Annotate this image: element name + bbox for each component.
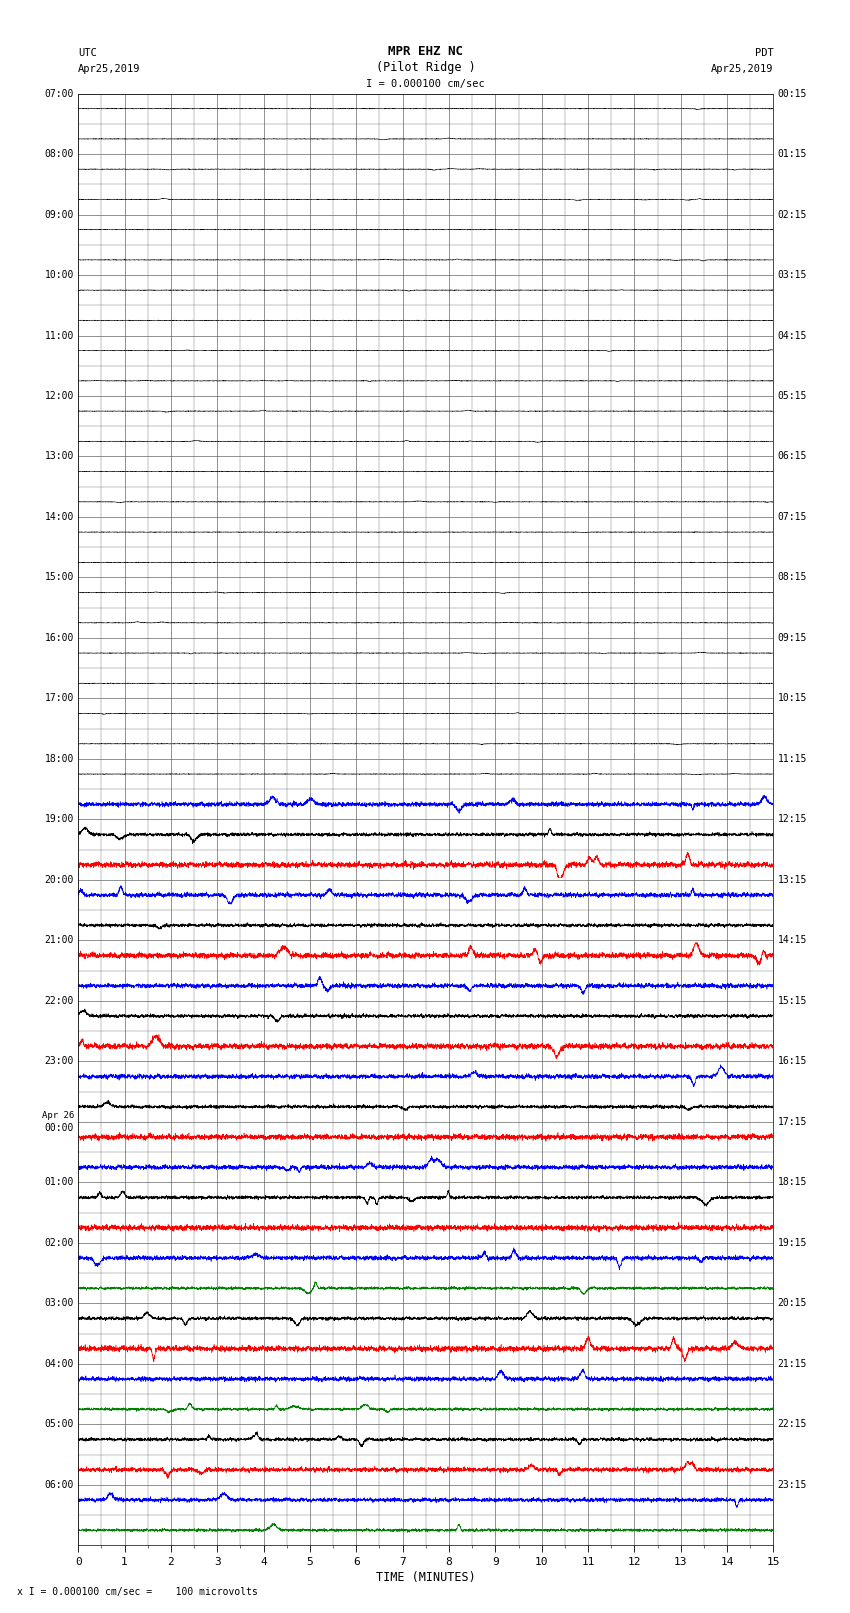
Text: 20:00: 20:00 — [45, 874, 74, 886]
Text: 08:15: 08:15 — [778, 573, 807, 582]
Text: 15:15: 15:15 — [778, 995, 807, 1007]
Text: MPR EHZ NC: MPR EHZ NC — [388, 45, 463, 58]
Text: 19:15: 19:15 — [778, 1237, 807, 1248]
Text: 08:00: 08:00 — [45, 148, 74, 160]
Text: 04:00: 04:00 — [45, 1358, 74, 1369]
Text: 13:15: 13:15 — [778, 874, 807, 886]
Text: 15:00: 15:00 — [45, 573, 74, 582]
Text: Apr25,2019: Apr25,2019 — [711, 65, 774, 74]
Text: 10:15: 10:15 — [778, 694, 807, 703]
Text: 20:15: 20:15 — [778, 1298, 807, 1308]
Text: 05:15: 05:15 — [778, 390, 807, 402]
Text: 21:00: 21:00 — [45, 936, 74, 945]
Text: 19:00: 19:00 — [45, 815, 74, 824]
Text: 04:15: 04:15 — [778, 331, 807, 340]
Text: 22:00: 22:00 — [45, 995, 74, 1007]
Text: 10:00: 10:00 — [45, 269, 74, 281]
Text: 11:00: 11:00 — [45, 331, 74, 340]
Text: (Pilot Ridge ): (Pilot Ridge ) — [376, 61, 476, 74]
Text: Apr25,2019: Apr25,2019 — [78, 65, 141, 74]
Text: 12:00: 12:00 — [45, 390, 74, 402]
Text: 03:15: 03:15 — [778, 269, 807, 281]
Text: 23:00: 23:00 — [45, 1057, 74, 1066]
Text: 11:15: 11:15 — [778, 753, 807, 765]
Text: 16:15: 16:15 — [778, 1057, 807, 1066]
Text: 18:00: 18:00 — [45, 753, 74, 765]
Text: 07:15: 07:15 — [778, 511, 807, 523]
Text: 00:15: 00:15 — [778, 89, 807, 98]
Text: x I = 0.000100 cm/sec =    100 microvolts: x I = 0.000100 cm/sec = 100 microvolts — [17, 1587, 258, 1597]
Text: 22:15: 22:15 — [778, 1419, 807, 1429]
Text: 05:00: 05:00 — [45, 1419, 74, 1429]
Text: 07:00: 07:00 — [45, 89, 74, 98]
Text: 23:15: 23:15 — [778, 1479, 807, 1490]
Text: 14:15: 14:15 — [778, 936, 807, 945]
Text: Apr 26: Apr 26 — [42, 1111, 74, 1121]
X-axis label: TIME (MINUTES): TIME (MINUTES) — [376, 1571, 476, 1584]
Text: 14:00: 14:00 — [45, 511, 74, 523]
Text: UTC: UTC — [78, 48, 97, 58]
Text: 06:00: 06:00 — [45, 1479, 74, 1490]
Text: 09:15: 09:15 — [778, 632, 807, 644]
Text: 18:15: 18:15 — [778, 1177, 807, 1187]
Text: 09:00: 09:00 — [45, 210, 74, 219]
Text: 17:15: 17:15 — [778, 1116, 807, 1127]
Text: 01:00: 01:00 — [45, 1177, 74, 1187]
Text: 01:15: 01:15 — [778, 148, 807, 160]
Text: 00:00: 00:00 — [45, 1123, 74, 1134]
Text: 17:00: 17:00 — [45, 694, 74, 703]
Text: 21:15: 21:15 — [778, 1358, 807, 1369]
Text: 13:00: 13:00 — [45, 452, 74, 461]
Text: 02:00: 02:00 — [45, 1237, 74, 1248]
Text: 12:15: 12:15 — [778, 815, 807, 824]
Text: 16:00: 16:00 — [45, 632, 74, 644]
Text: I = 0.000100 cm/sec: I = 0.000100 cm/sec — [366, 79, 485, 89]
Text: PDT: PDT — [755, 48, 774, 58]
Text: 03:00: 03:00 — [45, 1298, 74, 1308]
Text: 06:15: 06:15 — [778, 452, 807, 461]
Text: 02:15: 02:15 — [778, 210, 807, 219]
